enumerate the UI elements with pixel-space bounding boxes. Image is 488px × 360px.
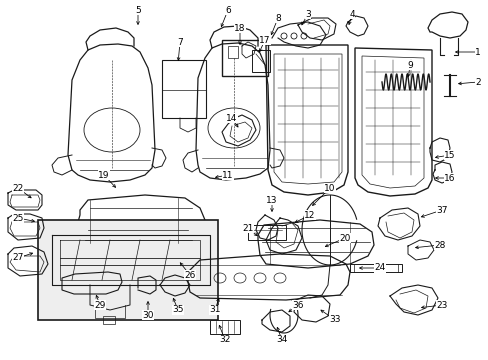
Text: 27: 27	[12, 253, 23, 262]
Text: 35: 35	[172, 306, 183, 315]
Text: 14: 14	[226, 113, 237, 122]
Text: 33: 33	[328, 315, 340, 324]
Bar	[222, 40, 267, 76]
Text: 20: 20	[339, 234, 350, 243]
Text: 32: 32	[219, 336, 230, 345]
Text: 29: 29	[94, 301, 105, 310]
Bar	[349, 264, 401, 272]
Text: 24: 24	[374, 264, 385, 273]
Text: 5: 5	[135, 5, 141, 14]
Text: 4: 4	[348, 9, 354, 18]
Text: 23: 23	[435, 301, 447, 310]
Text: 9: 9	[407, 60, 412, 69]
Text: 26: 26	[184, 270, 195, 279]
Bar	[162, 60, 205, 118]
Bar	[103, 316, 115, 324]
Bar	[209, 320, 240, 334]
Text: 18: 18	[234, 23, 245, 32]
Text: 34: 34	[276, 336, 287, 345]
Text: 2: 2	[474, 77, 480, 86]
Text: 28: 28	[433, 240, 445, 249]
Bar	[247, 225, 285, 240]
Text: 3: 3	[305, 9, 310, 18]
Text: 36: 36	[292, 301, 303, 310]
Text: 1: 1	[474, 48, 480, 57]
Text: 11: 11	[222, 171, 233, 180]
Text: 10: 10	[324, 184, 335, 193]
Text: 6: 6	[224, 5, 230, 14]
Text: 25: 25	[12, 213, 23, 222]
Bar	[227, 46, 238, 58]
Text: 7: 7	[177, 37, 183, 46]
Text: 12: 12	[304, 211, 315, 220]
Bar	[251, 50, 269, 72]
Text: 30: 30	[142, 310, 153, 320]
Text: 21: 21	[242, 224, 253, 233]
Text: 13: 13	[265, 195, 277, 204]
Text: 22: 22	[12, 184, 23, 193]
Text: 15: 15	[443, 150, 455, 159]
Text: 19: 19	[98, 171, 109, 180]
Text: 16: 16	[443, 174, 455, 183]
Text: 37: 37	[435, 206, 447, 215]
Text: 17: 17	[259, 36, 270, 45]
Text: 31: 31	[209, 306, 220, 315]
Text: 8: 8	[275, 14, 280, 23]
Bar	[38, 220, 218, 320]
